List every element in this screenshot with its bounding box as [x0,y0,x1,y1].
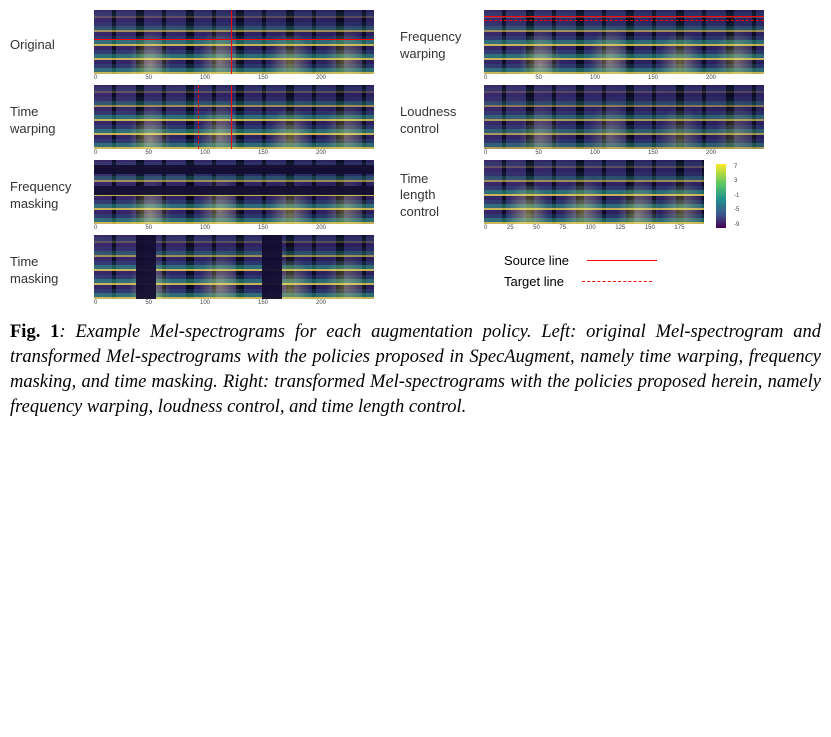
spectrogram-time-masking: 70503010 050100150200 [94,235,374,306]
spectrogram-time-length-control: 70503010 0255075100125150175 [484,160,704,231]
colorbar [716,164,726,228]
x-axis-ticks: 050100150200 [94,74,374,81]
freq-mask-band-1 [94,165,374,174]
row-timemask-legend: Timemasking 70503010 050100150200 Source… [10,235,821,306]
target-line-v [198,85,199,149]
row-freqmask-timelen: Frequencymasking 70503010 050100150200 T… [10,160,821,231]
row-original-freqwarp: Original 70503010 050100150200 Frequency… [10,10,821,81]
label-freq-masking: Frequencymasking [10,179,88,212]
label-time-warping: Timewarping [10,104,88,137]
figure-caption: Fig. 1: Example Mel-spectrograms for eac… [10,320,821,420]
label-freq-warping: Frequencywarping [400,29,478,62]
spectrogram-original: 70503010 050100150200 [94,10,374,81]
x-axis-ticks-short: 0255075100125150175 [484,224,704,231]
label-time-length-control: Timelengthcontrol [400,171,478,220]
legend-target-line-icon [582,281,652,282]
caption-label: Fig. 1 [10,322,59,342]
line-legend: Source line Target line [504,253,657,289]
caption-body: : Example Mel-spectrograms for each augm… [10,322,821,417]
target-line-h [484,20,764,21]
spectrogram-time-warping: 70503010 050100150200 [94,85,374,156]
spectrogram-freq-warping: 70503010 050100150200 [484,10,764,81]
label-loudness-control: Loudnesscontrol [400,104,478,137]
spectrogram-loudness-control: 70503010 050100150200 [484,85,764,156]
figure-grid: Original 70503010 050100150200 Frequency… [10,10,821,306]
time-mask-band-1 [136,235,156,299]
legend-target-label: Target line [504,274,564,289]
row-timewarp-loudness: Timewarping 70503010 050100150200 Loudne… [10,85,821,156]
source-line-v [231,85,232,149]
source-line-h [94,39,374,40]
time-mask-band-2 [262,235,282,299]
legend-source-label: Source line [504,253,569,268]
label-time-masking: Timemasking [10,254,88,287]
label-original: Original [10,37,88,53]
legend-source-line-icon [587,260,657,261]
spectrogram-freq-masking: 70503010 050100150200 [94,160,374,231]
colorbar-ticks: 73-1-5-9 [734,164,739,228]
source-line-v [231,10,232,74]
freq-mask-band-2 [94,186,374,195]
source-line-h [484,16,764,17]
